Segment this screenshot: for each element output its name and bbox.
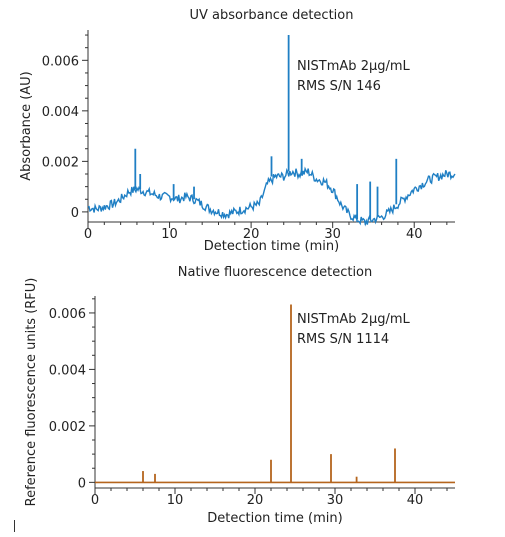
- x-tick-label: 30: [324, 227, 341, 242]
- x-tick-label: 10: [167, 493, 184, 508]
- x-axis-label: Detection time (min): [207, 511, 342, 526]
- y-axis-label: Reference fluorescence units (RFU): [24, 278, 39, 507]
- chart-title: UV absorbance detection: [190, 8, 354, 23]
- chart-title: Native fluorescence detection: [178, 265, 373, 280]
- x-tick-label: 0: [91, 493, 99, 508]
- y-axis-label: Absorbance (AU): [19, 71, 34, 181]
- annotation-text: RMS S/N 146: [297, 79, 381, 94]
- y-tick-label: 0.006: [49, 307, 86, 322]
- text-cursor-mark: [14, 520, 15, 532]
- annotation-text: RMS S/N 1114: [297, 332, 389, 347]
- y-tick-label: 0: [71, 206, 79, 221]
- x-tick-label: 0: [84, 227, 92, 242]
- y-tick-label: 0.002: [49, 420, 86, 435]
- x-tick-label: 40: [406, 227, 423, 242]
- y-tick-label: 0.006: [42, 54, 79, 69]
- x-tick-label: 40: [407, 493, 424, 508]
- series-line: [87, 166, 456, 227]
- y-tick-label: 0: [78, 476, 86, 491]
- y-tick-label: 0.004: [42, 105, 79, 120]
- x-tick-label: 20: [247, 493, 264, 508]
- x-tick-label: 10: [161, 227, 178, 242]
- x-tick-label: 30: [327, 493, 344, 508]
- x-axis-label: Detection time (min): [204, 239, 339, 254]
- y-tick-label: 0.004: [49, 363, 86, 378]
- annotation-text: NISTmAb 2µg/mL: [297, 59, 411, 74]
- annotation-text: NISTmAb 2µg/mL: [297, 312, 411, 327]
- x-tick-label: 20: [243, 227, 260, 242]
- y-tick-label: 0.002: [42, 155, 79, 170]
